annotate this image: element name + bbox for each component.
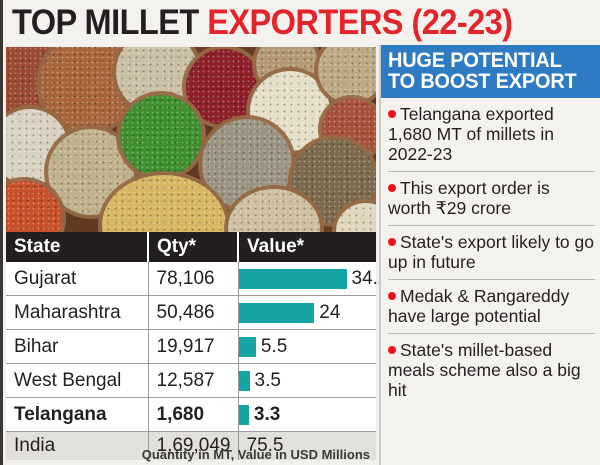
cell-value: 5.5 [238, 329, 377, 364]
sidebar-banner-line1: HUGE POTENTIAL [388, 49, 562, 72]
list-item: This export order is worth ₹29 crore [388, 171, 595, 225]
table-total-row: India 1,69,049 75.5 [6, 431, 376, 460]
cell-state: West Bengal [6, 363, 149, 398]
cell-state: Maharashtra [6, 295, 149, 330]
list-item: Telangana exported 1,680 MT of millets i… [388, 98, 595, 171]
title-part-red: EXPORTERS (22-23) [207, 3, 513, 42]
value-bar [238, 302, 315, 323]
grain-bowl [186, 49, 262, 125]
list-item-label: Medak & Rangareddy have large potential [388, 286, 570, 326]
value-bar-label: 5.5 [260, 335, 288, 357]
sidebar-panel: HUGE POTENTIAL TO BOOST EXPORT Telangana… [379, 45, 600, 465]
table-row: West Bengal 12,587 3.5 [6, 363, 377, 398]
page-title: TOP MILLET EXPORTERS (22-23) [3, 0, 600, 45]
title-part-black: TOP MILLET [12, 3, 208, 42]
list-item-label: State's export likely to go up in future [388, 232, 594, 272]
bullet-dot-icon [388, 238, 396, 246]
table-row: Maharashtra 50,486 24 [6, 295, 377, 330]
title-text: TOP MILLET EXPORTERS (22-23) [12, 3, 513, 42]
cell-qty: 50,486 [148, 295, 239, 330]
table-row: Bihar 19,917 5.5 [6, 329, 377, 364]
column-header-qty: Qty* [148, 232, 239, 262]
cell-total-qty: 1,69,049 [147, 431, 238, 460]
list-item-label: Telangana exported 1,680 MT of millets i… [388, 104, 554, 164]
cell-qty: 78,106 [148, 262, 239, 296]
cell-value: 34.2 [238, 262, 388, 296]
grain-bowl [120, 95, 202, 177]
bullet-dot-icon [388, 184, 396, 192]
value-bar [238, 370, 250, 391]
value-bar [238, 336, 256, 357]
table-footnote: Quantity in MT, Value in USD Millions [141, 447, 370, 462]
sidebar-banner: HUGE POTENTIAL TO BOOST EXPORT [381, 45, 600, 98]
cell-total-state: India [6, 431, 148, 460]
list-item: State's export likely to go up in future [388, 225, 595, 279]
value-bar-label: 24 [319, 301, 341, 323]
value-bar-wrap: 3.3 [238, 398, 377, 431]
table-body: Gujarat 78,106 34.2 Maharashtra 50,486 2… [6, 262, 388, 460]
column-header-value: Value* [247, 236, 305, 257]
bullet-dot-icon [388, 110, 396, 118]
exporters-table: State Qty* Value* Gujarat 78,106 34.2 Ma… [6, 232, 388, 460]
table-row-telangana: Telangana 1,680 3.3 [6, 397, 377, 432]
bullet-dot-icon [388, 346, 396, 354]
list-item: Medak & Rangareddy have large potential [388, 279, 595, 333]
cell-state: Bihar [6, 329, 149, 364]
list-item-label: State's millet-based meals scheme also a… [388, 340, 581, 400]
sidebar-bullet-list: Telangana exported 1,680 MT of millets i… [381, 98, 600, 407]
table-row: Gujarat 78,106 34.2 [6, 262, 388, 296]
cell-qty: 12,587 [148, 363, 239, 398]
value-bar-label: 3.3 [253, 403, 281, 425]
cell-total-value: 75.5 [237, 431, 376, 460]
table-header-row: State Qty* Value* [6, 232, 376, 262]
value-bar-label: 3.5 [254, 369, 281, 391]
cell-state: Telangana [6, 397, 149, 432]
cell-value: 24 [238, 295, 377, 330]
value-bar-wrap: 5.5 [238, 330, 377, 363]
value-bar [238, 404, 249, 425]
bullet-dot-icon [388, 292, 396, 300]
cell-value: 3.5 [238, 363, 377, 398]
grain-bowl [318, 47, 376, 103]
list-item: State's millet-based meals scheme also a… [388, 333, 595, 407]
cell-state: Gujarat [6, 262, 149, 296]
list-item-label: This export order is worth ₹29 crore [388, 178, 550, 218]
value-bar-wrap: 24 [238, 296, 377, 329]
millet-bowls-photo [6, 47, 376, 232]
column-header-state: State [6, 232, 149, 262]
value-bar-wrap: 3.5 [238, 364, 377, 397]
grain-bowl [116, 47, 198, 113]
value-bar-wrap: 34.2 [238, 262, 388, 295]
cell-value: 3.3 [238, 397, 377, 432]
sidebar-banner-line2: TO BOOST EXPORT [388, 70, 577, 93]
value-bar [238, 268, 347, 289]
cell-qty: 19,917 [148, 329, 239, 364]
cell-qty: 1,680 [148, 397, 239, 432]
